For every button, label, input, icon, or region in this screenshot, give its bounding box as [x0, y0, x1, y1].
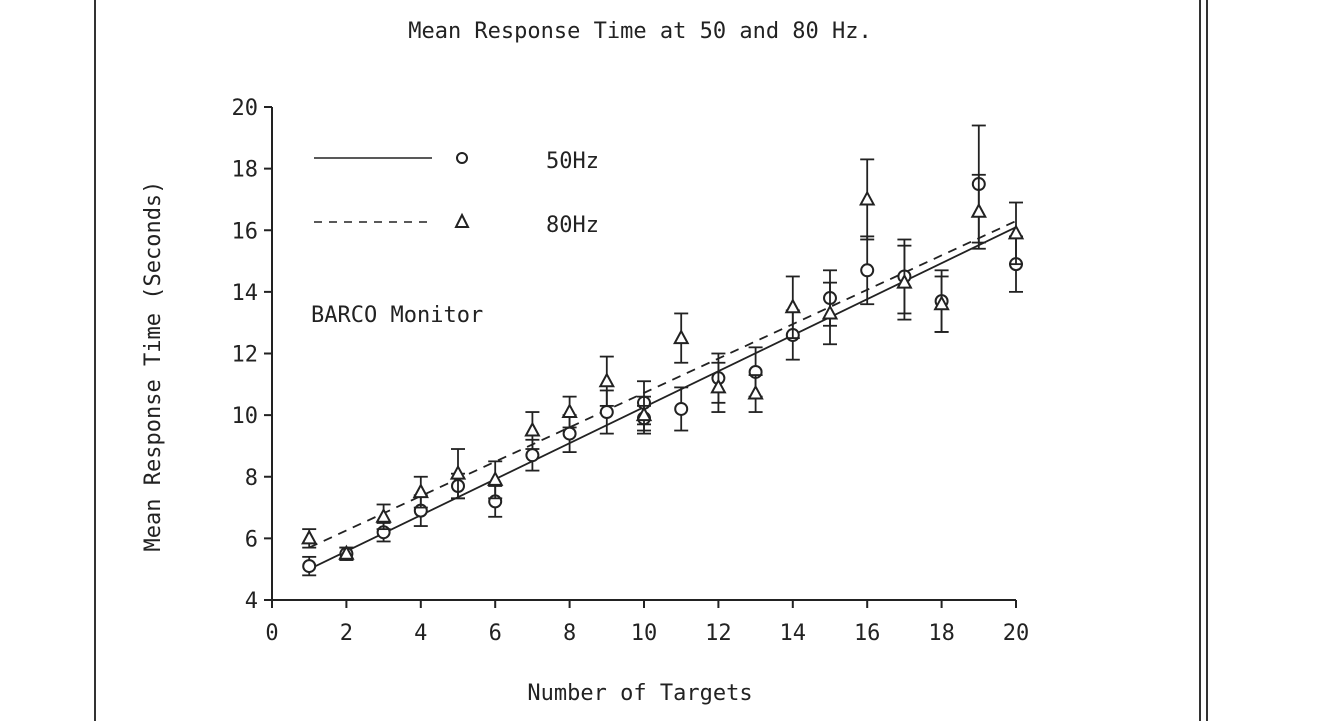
- data-point-80hz: [375, 507, 392, 523]
- x-tick-label: 6: [489, 621, 502, 646]
- data-point-80hz: [710, 378, 727, 394]
- data-point-80hz: [673, 328, 690, 345]
- legend-50hz-marker: [456, 152, 468, 164]
- y-tick-label: 14: [232, 281, 259, 306]
- data-point-80hz: [821, 304, 839, 320]
- x-tick-label: 18: [928, 621, 955, 646]
- x-tick-label: 12: [705, 621, 732, 646]
- data-point-80hz: [487, 470, 504, 486]
- right-border-rule-inner: [1206, 0, 1208, 721]
- left-border-rule: [94, 0, 96, 721]
- y-tick-label: 16: [232, 219, 259, 244]
- legend-80hz-marker: [454, 212, 470, 228]
- legend-80hz-label: 80Hz: [546, 213, 599, 238]
- y-axis-label: Mean Response Time (Seconds): [141, 181, 166, 552]
- right-border-rule: [1199, 0, 1201, 721]
- data-point-80hz: [896, 273, 913, 289]
- x-tick-label: 4: [414, 621, 427, 646]
- fit-line-80hz: [308, 220, 1017, 549]
- data-point-50hz: [674, 401, 689, 416]
- data-point-80hz: [859, 190, 876, 206]
- data-point-80hz: [561, 402, 578, 419]
- data-point-80hz: [301, 529, 318, 545]
- data-point-50hz: [599, 405, 614, 420]
- y-tick-label: 12: [232, 343, 259, 368]
- data-point-80hz: [449, 464, 467, 480]
- y-tick-label: 10: [232, 404, 259, 429]
- y-tick-label: 6: [245, 527, 258, 552]
- data-point-50hz: [562, 426, 577, 441]
- data-point-80hz: [412, 483, 429, 499]
- legend: 50Hz 80Hz: [314, 149, 599, 238]
- x-tick-label: 14: [780, 621, 807, 646]
- y-tick-label: 20: [232, 96, 259, 121]
- data-point-50hz: [860, 263, 875, 278]
- y-tick-label: 4: [245, 589, 258, 614]
- data-point-80hz: [933, 295, 950, 311]
- monitor-annotation: BARCO Monitor: [311, 303, 483, 328]
- data-point-80hz: [747, 384, 764, 400]
- chart-title: Mean Response Time at 50 and 80 Hz.: [408, 19, 872, 44]
- y-tick-label: 8: [245, 466, 258, 491]
- data-point-80hz: [635, 406, 653, 422]
- data-point-80hz: [524, 421, 541, 437]
- x-tick-label: 20: [1003, 621, 1030, 646]
- y-tick-label: 18: [232, 158, 259, 183]
- data-marks: [301, 124, 1025, 577]
- x-tick-label: 0: [265, 621, 278, 646]
- data-point-80hz: [784, 298, 801, 314]
- x-tick-label: 10: [631, 621, 658, 646]
- x-tick-label: 2: [340, 621, 353, 646]
- data-point-80hz: [598, 372, 615, 388]
- legend-50hz-label: 50Hz: [546, 149, 599, 174]
- data-point-80hz: [338, 544, 355, 560]
- data-point-50hz: [302, 559, 317, 574]
- data-point-80hz: [970, 202, 987, 218]
- data-point-50hz: [525, 448, 540, 463]
- data-point-80hz: [1007, 224, 1025, 240]
- x-tick-label: 8: [563, 621, 576, 646]
- x-tick-label: 16: [854, 621, 881, 646]
- axes: 0 2 4 6 8 10 12 14 16 18 20 4 6 8 10 12 14 16 18 20: [232, 96, 1030, 646]
- x-axis-label: Number of Targets: [527, 681, 752, 706]
